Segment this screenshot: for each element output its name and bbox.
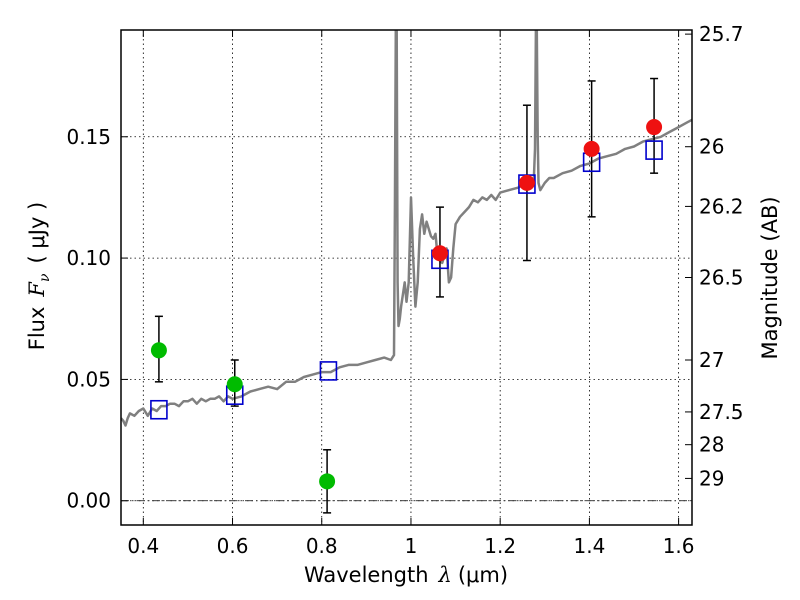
- x-axis-label: Wavelength λ (μm): [304, 563, 508, 587]
- y-axis-ticks: 0.00 0.05 0.10 0.15: [66, 125, 128, 513]
- x-tick-label: 1: [405, 534, 418, 558]
- y2-tick-label: 26.5: [699, 266, 744, 290]
- plot-frame: [120, 29, 693, 526]
- observed-flux-point: [646, 119, 663, 136]
- y2-tick-label: 27.5: [699, 400, 744, 424]
- model-photometry-square: [150, 399, 168, 420]
- y2-axis-ticks: 25.7 26 26.2 26.5 27 27.5 28 29: [685, 22, 744, 490]
- y2-tick-label: 29: [699, 466, 724, 490]
- circle-markers: [150, 119, 663, 490]
- grid: [121, 30, 692, 525]
- observed-flux-point: [431, 245, 448, 262]
- y2-tick-label: 25.7: [699, 22, 744, 46]
- y-axis-label: FluxFν( μJy ): [25, 202, 53, 350]
- model-photometry-square: [319, 361, 338, 381]
- observed-flux-point: [518, 174, 535, 191]
- observed-flux-point: [150, 342, 167, 359]
- y2-axis-label: Magnitude (AB): [758, 196, 782, 359]
- x-tick-label: 1.2: [484, 534, 516, 558]
- x-tick-label: 0.8: [306, 534, 338, 558]
- y2-tick-label: 27: [699, 348, 724, 372]
- observed-flux-point: [583, 140, 600, 157]
- x-axis-ticks: 0.4 0.6 0.8 1 1.2 1.4 1.6: [127, 30, 695, 558]
- x-tick-label: 0.4: [127, 534, 159, 558]
- x-tick-label: 0.6: [217, 534, 249, 558]
- model-photometry-square: [645, 140, 663, 160]
- model-spectrum-line: [121, 30, 692, 427]
- y-tick-label: 0.05: [66, 367, 111, 391]
- x-tick-label: 1.6: [663, 534, 695, 558]
- observed-flux-point: [226, 376, 243, 393]
- y2-tick-label: 26.2: [699, 194, 744, 218]
- x-tick-label: 1.4: [573, 534, 605, 558]
- y2-tick-label: 28: [699, 433, 724, 457]
- model-spectrum-layer: [121, 30, 692, 427]
- square-markers: [150, 140, 663, 420]
- y-tick-label: 0.00: [66, 489, 111, 513]
- observed-flux-point: [319, 473, 336, 490]
- y2-tick-label: 26: [699, 135, 724, 159]
- y-tick-label: 0.15: [66, 125, 111, 149]
- y-tick-label: 0.10: [66, 246, 111, 270]
